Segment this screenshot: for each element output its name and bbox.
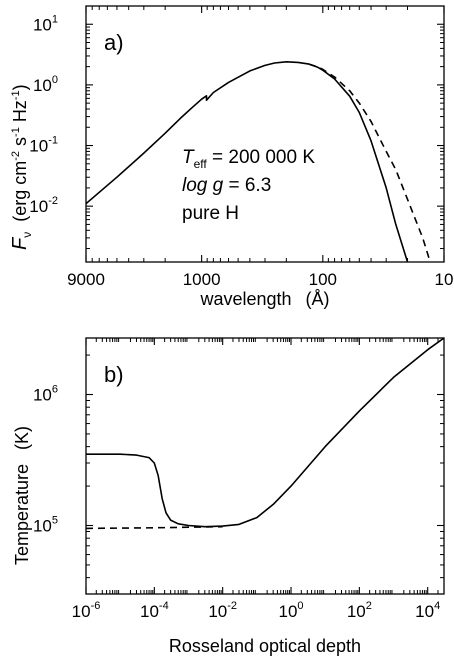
- panel-b-y-tick-label: 106: [33, 384, 58, 405]
- panel-a-frame: [85, 5, 445, 263]
- teff-subscript: eff: [194, 157, 208, 171]
- panel-a-x-tick-label: 1000: [183, 270, 221, 289]
- panel-b-series-solid: [86, 338, 444, 528]
- panel-a-xlabel-text: wavelength: [199, 289, 291, 309]
- panel-a-y-tick-label: 10-1: [29, 135, 58, 156]
- panel-b-x-tick-label: 10-4: [140, 600, 169, 621]
- panel-b-ticks: 10-6 10-4 10-2 100 102 104 105 106: [33, 338, 444, 621]
- panel-a-label: a): [104, 30, 124, 55]
- teff-value: = 200 000 K: [207, 147, 316, 168]
- ylabel-unit-base: (erg cm: [10, 161, 30, 222]
- panel-b-ylabel: Temperature (K): [12, 426, 32, 565]
- ylabel-f-symbol: F: [9, 236, 31, 250]
- ylabel-unit-exp3: -1: [10, 90, 22, 100]
- panel-a-x-tick-label: 10: [435, 270, 454, 289]
- ylabel-unit-s: s: [10, 137, 30, 151]
- panel-a-series-solid: [86, 60, 409, 262]
- panel-b-frame: [85, 337, 445, 595]
- panel-a-y-tick-label: 101: [33, 13, 58, 34]
- panel-a-x-tick-label: 100: [309, 270, 337, 289]
- panel-b-ylabel-unit: (K): [12, 426, 32, 450]
- panel-a-y-tick-label: 100: [33, 74, 58, 95]
- logg-value: = 6.3: [223, 175, 271, 196]
- composition-annotation: pure H: [182, 203, 239, 224]
- teff-annotation: Teff = 200 000 K: [182, 147, 315, 171]
- panel-a-xlabel-unit: (Å): [306, 289, 330, 309]
- ylabel-unit-exp2: -1: [10, 127, 22, 137]
- ylabel-nu-subscript: ν: [20, 232, 34, 238]
- panel-b-curves: [86, 338, 444, 530]
- ylabel-unit-close: ): [10, 84, 30, 90]
- panel-a-ticks: 9000 1000 100 10 101 100 10-1 10-2: [29, 6, 453, 289]
- panel-b-label: b): [104, 362, 124, 387]
- panel-b-series-dashed: [86, 525, 223, 530]
- ylabel-unit-hz: Hz: [10, 100, 30, 127]
- logg-symbol: log g: [182, 175, 224, 196]
- teff-symbol: T: [182, 147, 195, 168]
- panel-a-series-dashed: [308, 63, 431, 262]
- panel-b-x-tick-label: 104: [415, 600, 440, 621]
- panel-b-x-tick-label: 10-2: [208, 600, 237, 621]
- panel-a-ylabel: Fν(erg cm-2 s-1 Hz-1): [9, 84, 34, 250]
- panel-a-y-tick-label: 10-2: [29, 195, 58, 216]
- panel-b-x-tick-label: 102: [347, 600, 372, 621]
- panel-a-curves: [86, 60, 431, 262]
- panel-a-x-tick-label: 9000: [67, 270, 105, 289]
- panel-b-ylabel-text: Temperature: [12, 464, 32, 565]
- logg-annotation: log g = 6.3: [182, 175, 271, 196]
- ylabel-unit-exp1: -2: [10, 151, 22, 161]
- panel-b-xlabel: Rosseland optical depth: [169, 636, 361, 656]
- panel-b-y-tick-label: 105: [33, 515, 58, 536]
- panel-b-x-tick-label: 10-6: [72, 600, 101, 621]
- panel-a: 9000 1000 100 10 101 100 10-1 10-2 a) Teff = 20…: [9, 5, 453, 309]
- panel-a-xlabel: wavelength (Å): [199, 289, 329, 309]
- panel-b: 10-6 10-4 10-2 100 102 104 105 106 b) Rosseland…: [12, 337, 445, 656]
- panel-b-x-tick-label: 100: [278, 600, 303, 621]
